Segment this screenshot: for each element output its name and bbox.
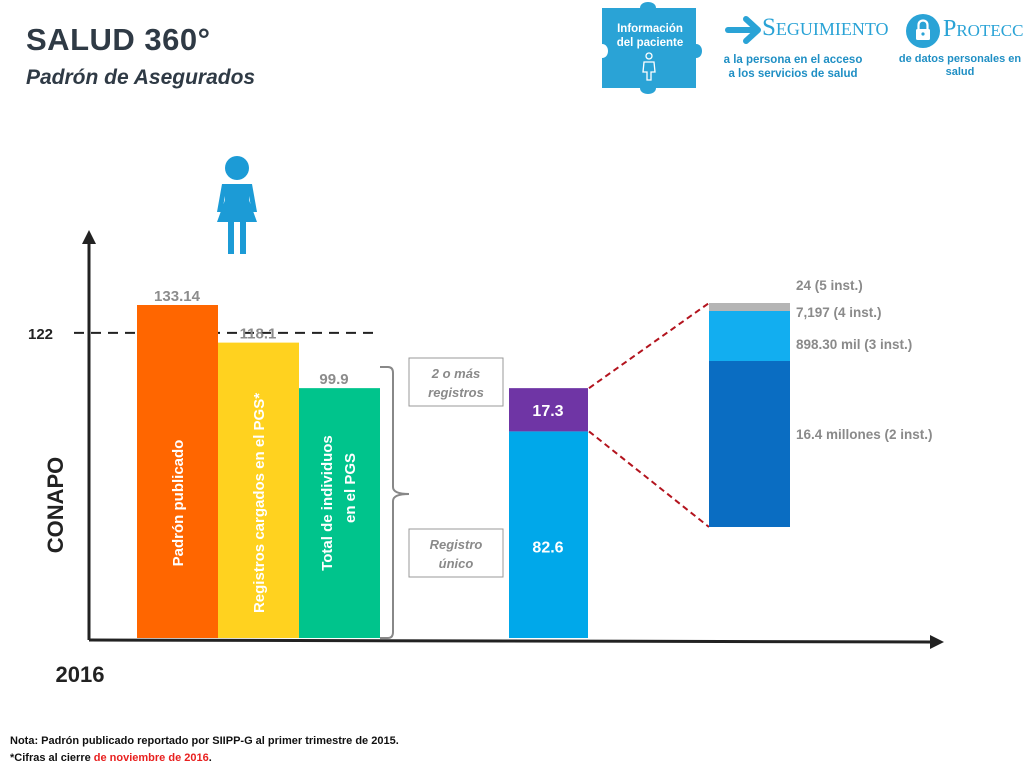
seguimiento-title: Seguimiento [762, 14, 889, 41]
bar-value-label: 82.6 [532, 539, 563, 556]
proteccion-title: Protección [943, 16, 1024, 42]
seguimiento-subtitle: a la persona en el acceso a los servicio… [718, 53, 868, 81]
bar-inner-label: Padrón publicado [170, 440, 187, 567]
breakdown-segment-4-inst [709, 310, 790, 311]
seguimiento-subtitle-line-2: a los servicios de salud [728, 68, 858, 80]
bar-value-label: 17.3 [532, 403, 563, 420]
callout-text: 2 o más [431, 366, 480, 381]
puzzle-label-line-1: Información [617, 23, 683, 35]
breakdown-label: 16.4 millones (2 inst.) [796, 427, 933, 442]
puzzle-label-line-2: del paciente [616, 37, 684, 49]
bar-inner-label: Total de individuos [319, 435, 336, 571]
callout-text: registros [428, 385, 484, 400]
breakdown-segment-2-inst [709, 361, 790, 527]
bar-value-label: 133.14 [154, 288, 201, 305]
connector-line [588, 430, 710, 528]
woman-figure-icon [217, 156, 257, 254]
arrow-right-icon [725, 16, 761, 44]
bar-dos-o-mas-registros [509, 388, 588, 432]
reference-line-label: 122 [28, 326, 53, 343]
proteccion-subtitle: de datos personales en salud [898, 53, 1022, 79]
x-axis-label: 2016 [56, 662, 105, 687]
brace [380, 366, 410, 639]
footnotes: Nota: Padrón publicado reportado por SII… [10, 733, 399, 767]
footnote-text: *Cifras al cierre [10, 752, 94, 764]
callout-text: Registro [430, 537, 483, 552]
callout-text: único [439, 556, 474, 571]
bar-inner-label: en el PGS [342, 453, 359, 523]
proteccion-subtitle-line-1: de datos personales en [898, 53, 1022, 65]
footnote-text: . [208, 752, 212, 764]
seguimiento-subtitle-line-1: a la persona en el acceso [723, 54, 863, 66]
chart-canvas: 122 CONAPO 2016 133.14 118.1 99.9 Padrón… [28, 156, 944, 687]
footnote-line-2: *Cifras al cierre de noviembre de 2016. [10, 750, 399, 767]
callout-box [408, 528, 504, 578]
axes [82, 230, 944, 649]
bar-registros-cargados [218, 342, 299, 638]
bar-inner-label: Registros cargados en el PGS* [251, 393, 268, 613]
proteccion-subtitle-line-2: salud [945, 66, 975, 78]
bar-value-label: 118.1 [240, 326, 277, 343]
page-subtitle: Padrón de Asegurados [26, 66, 256, 89]
puzzle-piece-icon [602, 2, 702, 94]
lock-icon [906, 14, 940, 48]
breakdown-label: 24 (5 inst.) [796, 278, 863, 293]
connector-line [588, 302, 710, 389]
callout-box [408, 357, 504, 407]
y-axis-label: CONAPO [43, 457, 68, 554]
footnote-line-1: Nota: Padrón publicado reportado por SII… [10, 735, 399, 747]
bar-padron-publicado [137, 305, 218, 638]
bar-value-label: 99.9 [319, 371, 348, 388]
breakdown-label: 7,197 (4 inst.) [796, 305, 882, 320]
breakdown-segment-5-inst [709, 303, 790, 310]
footnote-highlight: de noviembre de 2016 [93, 752, 209, 764]
page-title: SALUD 360° [26, 22, 211, 57]
header-graphics [602, 2, 940, 94]
bar-registro-unico [509, 431, 588, 638]
breakdown-label: 898.30 mil (3 inst.) [796, 337, 912, 352]
breakdown-segment-3-inst [709, 311, 790, 361]
bar-total-individuos [299, 388, 380, 638]
puzzle-label: Información del paciente [606, 22, 694, 50]
